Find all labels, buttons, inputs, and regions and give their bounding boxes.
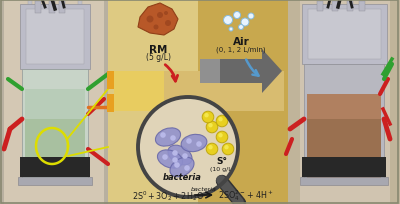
Circle shape bbox=[170, 135, 176, 141]
Circle shape bbox=[157, 13, 163, 19]
Circle shape bbox=[206, 143, 218, 155]
Circle shape bbox=[138, 98, 238, 197]
Ellipse shape bbox=[156, 128, 180, 146]
Circle shape bbox=[241, 19, 249, 27]
Text: bacteria: bacteria bbox=[162, 173, 202, 182]
Bar bbox=[35, 2, 41, 14]
Circle shape bbox=[222, 143, 234, 155]
Bar bbox=[49, 2, 55, 14]
Bar bbox=[302, 5, 387, 65]
Circle shape bbox=[218, 118, 223, 122]
Circle shape bbox=[206, 122, 218, 133]
Bar bbox=[288, 0, 400, 204]
Circle shape bbox=[248, 14, 254, 20]
Circle shape bbox=[238, 25, 244, 30]
Circle shape bbox=[216, 132, 228, 143]
Bar bbox=[78, 0, 82, 80]
Bar bbox=[307, 94, 381, 119]
Text: RM: RM bbox=[149, 45, 167, 55]
Circle shape bbox=[208, 123, 213, 128]
Circle shape bbox=[224, 145, 229, 150]
Circle shape bbox=[174, 162, 180, 168]
Bar bbox=[28, 0, 32, 80]
Bar bbox=[307, 94, 381, 182]
Bar bbox=[288, 0, 400, 204]
Circle shape bbox=[182, 153, 188, 159]
Bar bbox=[292, 0, 396, 204]
Ellipse shape bbox=[158, 150, 182, 168]
Bar bbox=[302, 157, 386, 177]
Polygon shape bbox=[138, 4, 178, 36]
Bar bbox=[26, 10, 84, 65]
Text: (5 g/L): (5 g/L) bbox=[146, 53, 170, 62]
Bar bbox=[359, 2, 365, 12]
Ellipse shape bbox=[170, 157, 194, 177]
Text: Air: Air bbox=[233, 37, 249, 47]
Circle shape bbox=[202, 112, 214, 123]
Bar bbox=[198, 0, 288, 204]
Circle shape bbox=[234, 12, 240, 19]
Text: $\mathregular{2SO_4^{2-}+4H^+}$: $\mathregular{2SO_4^{2-}+4H^+}$ bbox=[218, 188, 274, 202]
Text: S°: S° bbox=[216, 157, 228, 166]
Circle shape bbox=[172, 151, 178, 156]
Circle shape bbox=[216, 116, 228, 127]
Polygon shape bbox=[200, 50, 282, 94]
Circle shape bbox=[172, 157, 178, 163]
Circle shape bbox=[224, 16, 232, 25]
Bar bbox=[108, 0, 198, 204]
Circle shape bbox=[229, 28, 233, 32]
Bar bbox=[25, 90, 85, 177]
Text: (0, 1, 2 L/min): (0, 1, 2 L/min) bbox=[216, 47, 266, 53]
Bar bbox=[300, 0, 390, 204]
Circle shape bbox=[184, 165, 190, 171]
Bar bbox=[317, 2, 323, 12]
Bar bbox=[310, 20, 314, 85]
Polygon shape bbox=[200, 60, 220, 84]
Bar bbox=[114, 72, 284, 111]
Bar bbox=[0, 0, 108, 204]
Circle shape bbox=[162, 154, 168, 160]
Circle shape bbox=[154, 25, 158, 30]
Circle shape bbox=[218, 133, 223, 138]
Ellipse shape bbox=[181, 135, 207, 152]
Bar bbox=[107, 94, 114, 112]
Circle shape bbox=[204, 113, 209, 118]
Bar bbox=[20, 5, 90, 70]
Bar bbox=[4, 0, 104, 204]
Bar bbox=[20, 157, 90, 177]
Bar bbox=[368, 20, 372, 85]
Circle shape bbox=[186, 139, 192, 144]
Bar bbox=[347, 2, 353, 12]
Bar bbox=[304, 65, 384, 184]
Text: (10 g/L): (10 g/L) bbox=[210, 167, 234, 172]
Ellipse shape bbox=[168, 145, 192, 165]
Text: bacteria: bacteria bbox=[191, 187, 217, 192]
Bar bbox=[308, 10, 381, 60]
Circle shape bbox=[160, 133, 166, 138]
Circle shape bbox=[196, 142, 202, 147]
Bar bbox=[18, 177, 92, 185]
Bar bbox=[59, 2, 65, 14]
Circle shape bbox=[146, 16, 154, 23]
Bar bbox=[114, 72, 164, 111]
Bar bbox=[300, 177, 388, 185]
Circle shape bbox=[208, 145, 213, 150]
Circle shape bbox=[165, 21, 171, 27]
Bar bbox=[25, 90, 85, 119]
Bar bbox=[22, 70, 88, 179]
Bar bbox=[292, 0, 396, 204]
Text: $\mathregular{2S^0+3O_2+2H_2O}$: $\mathregular{2S^0+3O_2+2H_2O}$ bbox=[132, 188, 204, 202]
Bar bbox=[107, 72, 114, 90]
Bar bbox=[332, 2, 338, 12]
Circle shape bbox=[164, 12, 168, 16]
